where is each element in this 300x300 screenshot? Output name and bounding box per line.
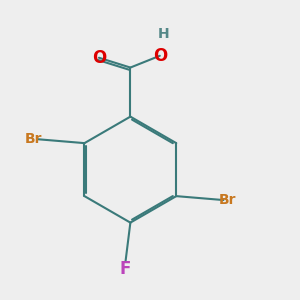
Text: Br: Br bbox=[219, 193, 236, 207]
Text: O: O bbox=[153, 47, 167, 65]
Text: O: O bbox=[92, 49, 106, 67]
Text: H: H bbox=[158, 27, 170, 41]
Text: Br: Br bbox=[25, 132, 42, 146]
Text: F: F bbox=[120, 260, 131, 278]
